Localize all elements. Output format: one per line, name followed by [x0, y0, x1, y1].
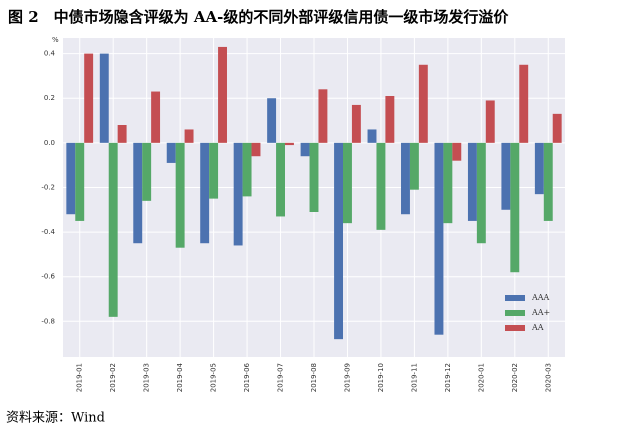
bar [510, 142, 520, 273]
y-tick-label: 0.2 [44, 94, 55, 102]
bar [267, 98, 277, 143]
legend-label: AAA [531, 293, 550, 302]
legend-label: AA+ [531, 308, 550, 317]
x-tick-label: 2019-09 [343, 363, 351, 392]
bar [209, 142, 219, 199]
x-tick-label: 2019-12 [444, 363, 452, 392]
y-tick-label: 0.0 [44, 139, 55, 147]
bar [343, 142, 352, 224]
bar [418, 64, 428, 143]
bar [309, 142, 319, 212]
bar [99, 53, 109, 143]
bar [75, 142, 85, 221]
bar [108, 142, 118, 317]
bar [467, 142, 477, 221]
bar [534, 142, 544, 195]
bar [485, 100, 495, 143]
bar [84, 53, 94, 143]
bar [351, 104, 361, 143]
chart-title: 图 2 中债市场隐含评级为 AA-级的不同外部评级信用债一级市场发行溢价 [8, 8, 509, 26]
x-tick-label: 2019-01 [76, 363, 84, 392]
y-tick-label: -0.6 [41, 273, 55, 281]
bar [117, 125, 127, 143]
bar [376, 142, 386, 230]
bar [334, 142, 344, 340]
bar [142, 142, 152, 201]
x-tick-label: 2019-05 [210, 363, 218, 392]
x-tick-label: 2019-10 [377, 363, 385, 392]
bar [300, 142, 310, 157]
x-tick-label: 2019-02 [109, 363, 117, 392]
bar [401, 142, 410, 215]
y-tick-label: -0.8 [41, 317, 55, 325]
bar [476, 142, 486, 244]
bar [501, 142, 511, 210]
bar [184, 129, 194, 143]
x-tick-label: 2019-04 [176, 362, 184, 392]
bar [452, 142, 462, 161]
bar [318, 89, 328, 143]
x-tick-label: 2019-03 [143, 363, 151, 392]
bar [409, 142, 419, 190]
bar [233, 142, 243, 246]
x-tick-label: 2019-08 [310, 363, 318, 392]
x-tick-label: 2020-02 [511, 363, 519, 392]
bar [166, 142, 176, 163]
x-tick-label: 2020-01 [477, 363, 485, 392]
bar [66, 142, 76, 215]
legend-swatch [505, 310, 525, 316]
bar [367, 129, 377, 143]
bar [133, 142, 143, 244]
y-axis-label: % [52, 36, 59, 44]
bar [151, 91, 161, 143]
bar [242, 142, 252, 197]
bar [251, 142, 261, 157]
x-tick-label: 2020-03 [544, 363, 552, 392]
bar [385, 96, 395, 143]
bar [552, 113, 562, 143]
bar [200, 142, 210, 244]
y-tick-label: -0.2 [41, 183, 55, 191]
x-tick-label: 2019-07 [277, 363, 285, 392]
bar [434, 142, 444, 335]
bar [175, 142, 185, 248]
y-tick-label: -0.4 [41, 228, 55, 236]
x-tick-label: 2019-06 [243, 362, 251, 392]
bar [543, 142, 553, 221]
bar [276, 142, 285, 217]
bar [218, 46, 227, 143]
legend-label: AA [531, 323, 544, 332]
bar [443, 142, 453, 224]
legend-swatch [505, 325, 525, 331]
bar [284, 142, 294, 146]
source: 资料来源：Wind [6, 411, 105, 426]
bar [519, 64, 529, 143]
x-tick-label: 2019-11 [410, 363, 418, 392]
legend-swatch [505, 295, 525, 301]
y-tick-label: 0.4 [44, 50, 56, 58]
